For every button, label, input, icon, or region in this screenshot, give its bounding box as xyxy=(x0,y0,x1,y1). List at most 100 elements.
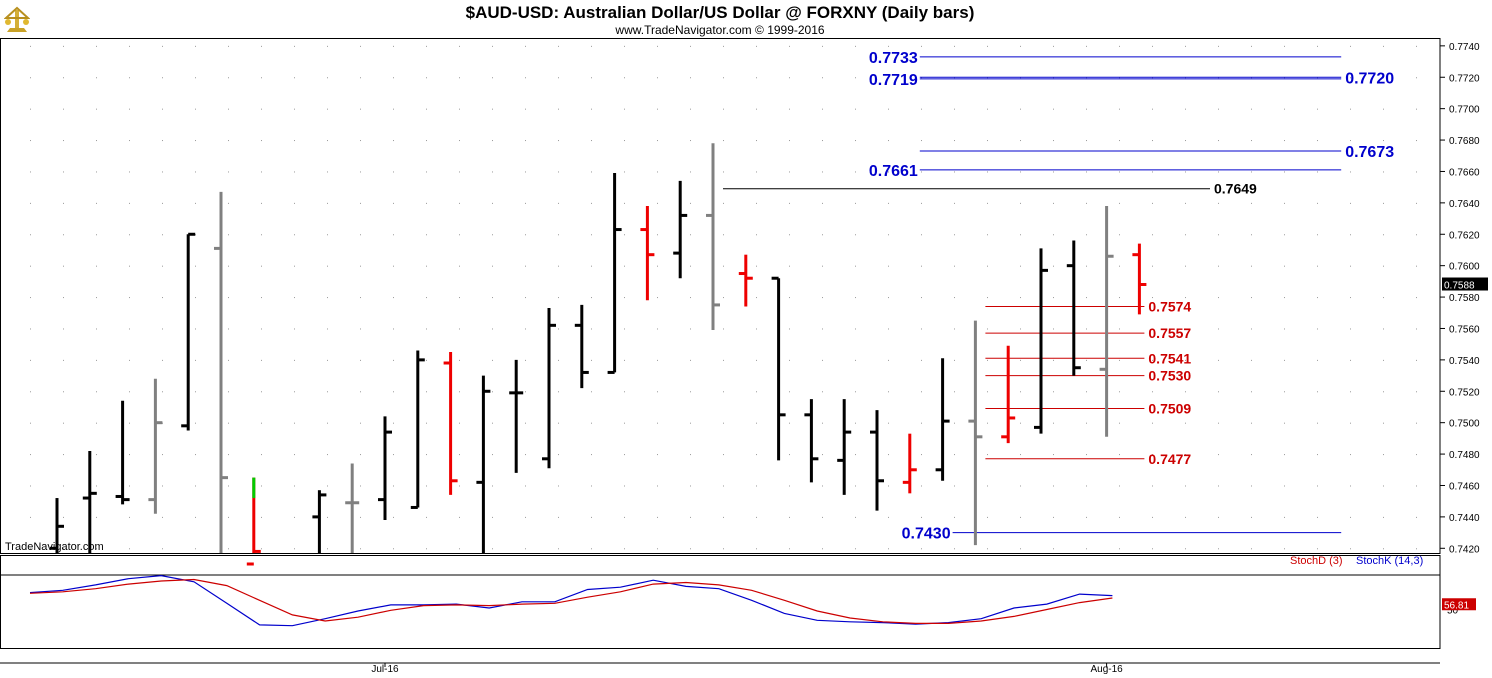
grid-dot xyxy=(1251,297,1252,299)
grid-dot xyxy=(525,548,526,550)
grid-dot xyxy=(1218,485,1219,487)
grid-dot xyxy=(459,422,460,424)
grid-dot xyxy=(723,359,724,361)
grid-dot xyxy=(855,171,856,173)
grid-dot xyxy=(492,297,493,299)
grid-dot xyxy=(30,454,31,456)
grid-dot xyxy=(1416,485,1417,487)
grid-dot xyxy=(789,202,790,204)
grid-dot xyxy=(723,422,724,424)
grid-dot xyxy=(789,548,790,550)
grid-dot xyxy=(393,548,394,550)
grid-dot xyxy=(624,108,625,110)
grid-dot xyxy=(657,140,658,142)
grid-dot xyxy=(1185,328,1186,330)
grid-dot xyxy=(822,140,823,142)
grid-dot xyxy=(1317,328,1318,330)
grid-dot xyxy=(1185,171,1186,173)
grid-dot xyxy=(1383,548,1384,550)
grid-dot xyxy=(954,171,955,173)
grid-dot xyxy=(822,202,823,204)
grid-dot xyxy=(1350,108,1351,110)
grid-dot xyxy=(63,234,64,236)
grid-dot xyxy=(492,77,493,79)
grid-dot xyxy=(987,108,988,110)
grid-dot xyxy=(888,202,889,204)
level-label: 0.7541 xyxy=(1148,350,1191,366)
grid-dot xyxy=(1086,422,1087,424)
grid-dot xyxy=(327,485,328,487)
grid-dot xyxy=(888,297,889,299)
grid-dot xyxy=(1053,454,1054,456)
grid-dot xyxy=(1284,45,1285,47)
grid-dot xyxy=(261,297,262,299)
grid-dot xyxy=(558,328,559,330)
grid-dot xyxy=(954,297,955,299)
grid-dot xyxy=(888,45,889,47)
grid-dot xyxy=(624,234,625,236)
grid-dot xyxy=(558,108,559,110)
grid-dot xyxy=(492,516,493,518)
grid-dot xyxy=(1383,454,1384,456)
grid-dot xyxy=(723,391,724,393)
grid-dot xyxy=(723,202,724,204)
grid-dot xyxy=(459,171,460,173)
grid-dot xyxy=(1020,171,1021,173)
grid-dot xyxy=(888,485,889,487)
grid-dot xyxy=(1020,548,1021,550)
grid-dot xyxy=(1086,328,1087,330)
grid-dot xyxy=(1350,265,1351,267)
grid-dot xyxy=(1152,297,1153,299)
grid-dot xyxy=(855,548,856,550)
grid-dot xyxy=(855,140,856,142)
grid-dot xyxy=(1317,548,1318,550)
grid-dot xyxy=(855,516,856,518)
grid-dot xyxy=(558,45,559,47)
grid-dot xyxy=(492,202,493,204)
grid-dot xyxy=(1119,140,1120,142)
grid-dot xyxy=(1152,548,1153,550)
grid-dot xyxy=(822,516,823,518)
grid-dot xyxy=(1317,45,1318,47)
grid-dot xyxy=(624,485,625,487)
level-label: 0.7574 xyxy=(1148,298,1191,314)
level-label: 0.7530 xyxy=(1148,368,1191,384)
grid-dot xyxy=(459,265,460,267)
grid-dot xyxy=(261,485,262,487)
grid-dot xyxy=(228,422,229,424)
y-tick-label: 0.7420 xyxy=(1449,544,1480,555)
grid-dot xyxy=(162,548,163,550)
grid-dot xyxy=(888,171,889,173)
grid-dot xyxy=(1350,202,1351,204)
grid-dot xyxy=(162,140,163,142)
grid-dot xyxy=(987,265,988,267)
grid-dot xyxy=(1251,108,1252,110)
grid-dot xyxy=(96,485,97,487)
grid-dot xyxy=(1350,548,1351,550)
grid-dot xyxy=(1119,548,1120,550)
grid-dot xyxy=(1086,548,1087,550)
grid-dot xyxy=(1416,422,1417,424)
grid-dot xyxy=(789,454,790,456)
grid-dot xyxy=(393,77,394,79)
grid-dot xyxy=(1119,422,1120,424)
grid-dot xyxy=(1053,297,1054,299)
grid-dot xyxy=(888,422,889,424)
grid-dot xyxy=(756,265,757,267)
grid-dot xyxy=(162,297,163,299)
grid-dot xyxy=(855,359,856,361)
grid-dot xyxy=(591,77,592,79)
grid-dot xyxy=(822,108,823,110)
grid-dot xyxy=(525,77,526,79)
grid-dot xyxy=(360,548,361,550)
grid-dot xyxy=(129,516,130,518)
grid-dot xyxy=(195,234,196,236)
grid-dot xyxy=(261,454,262,456)
grid-dot xyxy=(789,265,790,267)
grid-dot xyxy=(228,328,229,330)
grid-dot xyxy=(1185,548,1186,550)
grid-dot xyxy=(789,171,790,173)
grid-dot xyxy=(657,516,658,518)
grid-dot xyxy=(294,45,295,47)
grid-dot xyxy=(756,391,757,393)
